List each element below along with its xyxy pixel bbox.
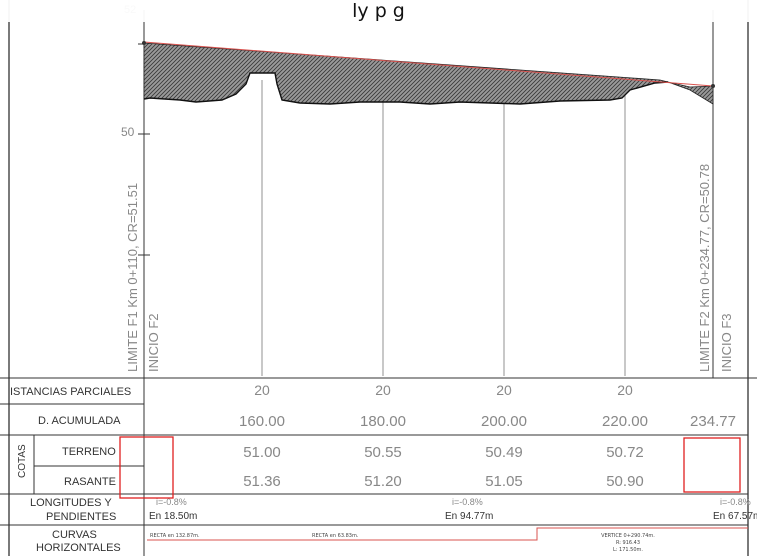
- row-label-acumulada: D. ACUMULADA: [38, 415, 121, 427]
- terreno-value: 50.55: [364, 444, 402, 461]
- parcial-value: 20: [254, 382, 270, 398]
- inicio-f2-label: INICIO F2: [146, 313, 161, 372]
- row-label-horizontales: HORIZONTALES: [36, 542, 121, 554]
- slope-length-2: En 94.77m: [445, 511, 493, 522]
- profile-data-table: ISTANCIAS PARCIALES D. ACUMULADA COTAS T…: [0, 377, 757, 556]
- row-label-terreno: TERRENO: [62, 446, 116, 458]
- highlight-box-right: [683, 437, 741, 493]
- parcial-value: 20: [496, 382, 512, 398]
- acumulada-value: 200.00: [481, 413, 527, 430]
- acumulada-value: 180.00: [360, 413, 406, 430]
- ground-line: [143, 72, 669, 105]
- vertice-label: VERTICE 0+290.74m.: [601, 533, 655, 539]
- vertice-radius: R: 916.43: [616, 540, 640, 546]
- inicio-f3-label: INICIO F3: [719, 313, 734, 372]
- terreno-value: 50.72: [606, 444, 644, 461]
- row-label-cotas: COTAS: [17, 444, 28, 478]
- terreno-value: 50.49: [485, 444, 523, 461]
- grade-end-marker: [711, 84, 715, 88]
- recta-label-1: RECTA en 132.87m.: [150, 533, 200, 539]
- top-caption: ly p g: [0, 0, 757, 22]
- acumulada-value: 220.00: [602, 413, 648, 430]
- row-label-rasante: RASANTE: [64, 476, 116, 488]
- rasante-value: 51.05: [485, 473, 523, 490]
- rasante-value: 51.36: [243, 473, 281, 490]
- acumulada-value: 160.00: [239, 413, 285, 430]
- row-label-parciales: ISTANCIAS PARCIALES: [10, 386, 131, 398]
- slope-grade-3: i=-0.8%: [720, 497, 751, 507]
- slope-length-1: En 18.50m: [149, 511, 197, 522]
- elevation-label-50: 50: [121, 125, 135, 139]
- limit-f2-label: LIMITE F2 Km 0+234.77, CR=50.78: [697, 164, 712, 372]
- row-label-pendientes-text: PENDIENTES: [46, 511, 116, 523]
- vertice-length: L: 171.50m.: [613, 547, 643, 553]
- limit-f1-label: LIMITE F1 Km 0+110, CR=51.51: [125, 183, 140, 372]
- row-label-longitudes: LONGITUDES Y: [30, 497, 112, 509]
- slope-grade-1: i=-0.8%: [156, 497, 187, 507]
- parcial-value: 20: [617, 382, 633, 398]
- longitudinal-profile: 52 50 LIMITE F1 Km 0+110, CR=51.51 INICI…: [121, 4, 734, 378]
- recta-label-2: RECTA en 63.83m.: [312, 533, 359, 539]
- grade-start-marker: [142, 41, 146, 45]
- horizontal-alignment-line: [147, 527, 748, 541]
- earthwork-hatch: [143, 42, 714, 105]
- highlight-box-left: [119, 436, 174, 499]
- terreno-value: 51.00: [243, 444, 281, 461]
- rasante-value: 51.20: [364, 473, 402, 490]
- parcial-value: 20: [375, 382, 391, 398]
- row-label-curvas: CURVAS: [52, 529, 97, 541]
- slope-length-3: En 67.57m: [713, 511, 757, 522]
- grade-line: [143, 41, 714, 87]
- slope-grade-2: i=-0.8%: [452, 497, 483, 507]
- rasante-value: 50.90: [606, 473, 644, 490]
- acumulada-value: 234.77: [690, 413, 736, 430]
